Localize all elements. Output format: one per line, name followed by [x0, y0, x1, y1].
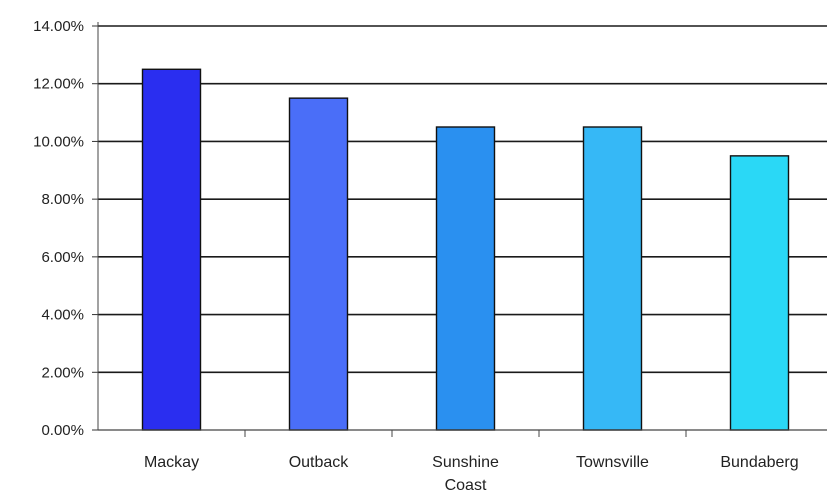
bar-outback: [288, 97, 349, 431]
y-tick-label: 8.00%: [41, 191, 84, 208]
x-tick-label-line: Mackay: [144, 454, 199, 471]
x-tick-labels: Mackay Outback Sunshine Coast Townsville Bund…: [144, 454, 799, 494]
y-tick-label: 6.00%: [41, 249, 84, 266]
y-tick-label: 0.00%: [41, 422, 84, 439]
x-tick-label-line: Outback: [289, 454, 350, 471]
x-tick-label: Mackay: [144, 454, 199, 471]
x-tick-label-line: Sunshine: [432, 454, 499, 471]
bar-mackay: [141, 68, 202, 431]
bar-sunshine-coast: [435, 126, 496, 431]
y-tick-label: 4.00%: [41, 307, 84, 324]
bars: [141, 68, 790, 431]
x-tick-label: Townsville: [576, 454, 649, 471]
y-tick-label: 14.00%: [33, 18, 84, 35]
x-tick-label: Sunshine Coast: [432, 454, 499, 494]
bar-bundaberg: [729, 155, 790, 431]
x-tick-label-line: Townsville: [576, 454, 649, 471]
axes: [92, 22, 827, 437]
x-tick-label: Bundaberg: [720, 454, 798, 471]
y-tick-label: 2.00%: [41, 364, 84, 381]
x-tick-label-line: Coast: [445, 477, 487, 494]
y-tick-labels: 0.00% 2.00% 4.00% 6.00% 8.00% 10.00% 12.00% 14.…: [33, 18, 84, 439]
bar-townsville: [582, 126, 643, 431]
x-tick-label-line: Bundaberg: [720, 454, 798, 471]
y-tick-label: 12.00%: [33, 76, 84, 93]
y-tick-label: 10.00%: [33, 133, 84, 150]
x-tick-label: Outback: [289, 454, 350, 471]
